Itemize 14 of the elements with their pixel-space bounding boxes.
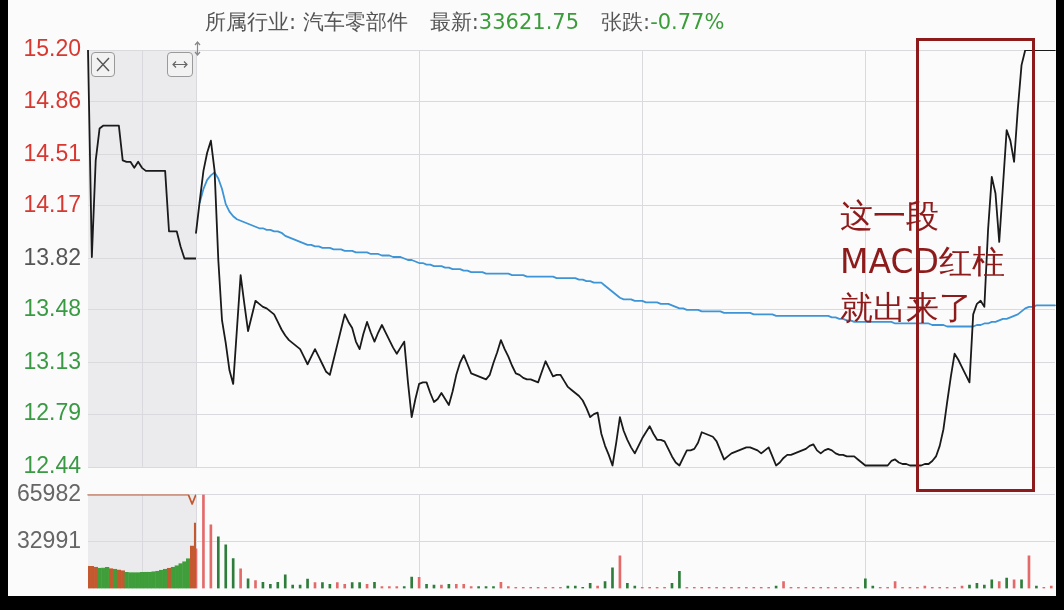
y-tick-label: 13.82 [23, 243, 81, 270]
y-tick-label: 12.79 [23, 399, 81, 426]
y-tick-label: 14.51 [23, 139, 81, 166]
y-tick-label: 65982 [17, 479, 81, 506]
y-tick-label: 15.20 [23, 35, 81, 62]
y-tick-label: 32991 [17, 526, 81, 553]
y-tick-label: 13.13 [23, 348, 81, 375]
text: 最新:33621.75 [429, 10, 580, 34]
text: 张跌:-0.77% [601, 10, 725, 34]
y-tick-label: 14.86 [23, 86, 81, 113]
y-tick-label: 14.17 [23, 190, 81, 217]
chart-title: 所属行业: 汽车零部件 [205, 10, 408, 34]
y-tick-label: 12.44 [23, 452, 82, 479]
y-tick-label: 13.48 [23, 295, 81, 322]
